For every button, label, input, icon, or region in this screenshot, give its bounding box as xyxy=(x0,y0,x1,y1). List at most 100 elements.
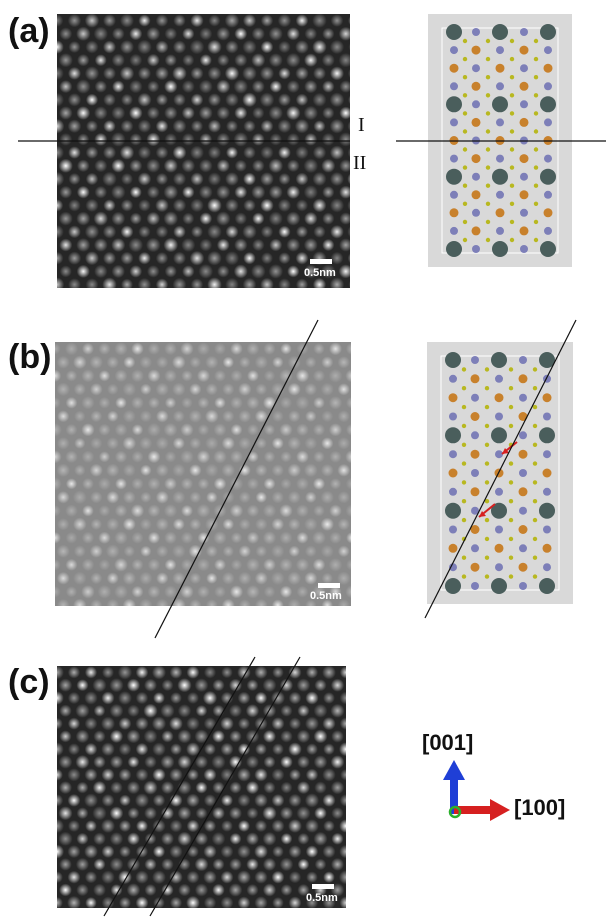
atom-column xyxy=(89,544,103,558)
model-atom-small xyxy=(532,367,538,372)
model-atom-small xyxy=(532,499,538,504)
atom-column xyxy=(348,16,350,26)
atom-column xyxy=(323,692,335,704)
atom-column xyxy=(230,532,243,544)
atom-column xyxy=(205,355,219,369)
model-atom xyxy=(495,487,503,496)
atom-column xyxy=(106,356,119,369)
atom-column xyxy=(169,845,183,859)
atom-column xyxy=(76,211,91,226)
atom-column xyxy=(287,463,302,478)
atom-column xyxy=(295,395,310,410)
atom-column xyxy=(271,491,284,504)
model-atom-small xyxy=(462,75,468,80)
atom-column xyxy=(57,118,65,134)
atom-column xyxy=(112,27,125,41)
atom-column xyxy=(153,692,165,704)
model-atom xyxy=(519,190,529,200)
atom-column xyxy=(288,819,302,833)
atom-column xyxy=(234,185,248,199)
atom-column xyxy=(288,742,302,756)
atom-column xyxy=(77,133,90,146)
atom-column xyxy=(221,794,233,807)
atom-column xyxy=(135,691,149,705)
atom-column xyxy=(131,585,144,598)
atom-column xyxy=(170,743,182,756)
model-atom-small xyxy=(484,555,490,560)
atom-column xyxy=(151,716,167,731)
atom-column xyxy=(216,26,231,41)
atom-column xyxy=(280,478,292,490)
atom-column xyxy=(304,211,318,226)
atom-column xyxy=(177,704,192,718)
model-atom xyxy=(472,28,480,36)
model-atom xyxy=(540,168,556,185)
model-atom-small xyxy=(508,404,514,410)
atom-column xyxy=(182,212,195,225)
atom-column xyxy=(55,369,62,382)
atom-column xyxy=(229,806,242,820)
atom-column xyxy=(206,491,218,503)
model-atom-small xyxy=(462,93,468,98)
atom-column xyxy=(57,491,70,504)
atom-column xyxy=(212,883,225,897)
atom-column xyxy=(109,729,124,743)
atom-column xyxy=(321,437,334,450)
model-atom-small xyxy=(462,201,468,206)
atom-column xyxy=(345,369,351,383)
atom-column xyxy=(203,819,217,833)
atom-column xyxy=(57,437,70,450)
atom-column xyxy=(230,369,243,382)
atom-column xyxy=(115,477,127,490)
atom-column xyxy=(243,252,256,265)
model-atom xyxy=(450,46,458,55)
atom-column xyxy=(238,409,252,423)
model-atom xyxy=(519,544,527,553)
atom-column xyxy=(220,742,234,756)
atom-column xyxy=(106,572,119,585)
model-atom xyxy=(520,245,528,253)
atom-column xyxy=(55,586,61,598)
atom-column xyxy=(203,717,217,730)
atom-column xyxy=(101,716,115,731)
atom-column xyxy=(191,225,203,238)
atom-column xyxy=(129,212,142,225)
atom-column xyxy=(207,224,222,240)
atom-column xyxy=(262,831,277,846)
atom-column xyxy=(163,158,178,173)
atom-column xyxy=(345,504,351,518)
atom-column xyxy=(144,755,157,769)
region-label-upper: I xyxy=(358,114,365,136)
model-atom xyxy=(518,449,528,459)
atom-column xyxy=(338,132,350,147)
atom-column xyxy=(314,806,327,820)
atom-column xyxy=(169,870,183,884)
atom-column xyxy=(138,199,151,212)
atom-column xyxy=(109,832,124,846)
atom-column xyxy=(233,132,249,147)
atom-column xyxy=(348,43,350,51)
atom-column xyxy=(57,768,63,781)
model-atom xyxy=(519,81,529,91)
atom-column xyxy=(76,26,91,41)
atom-column xyxy=(148,396,160,409)
atom-column xyxy=(330,780,345,795)
atom-column xyxy=(268,105,283,121)
atom-column xyxy=(216,159,230,173)
atom-column xyxy=(321,158,336,173)
model-atom xyxy=(543,374,551,383)
atom-column xyxy=(234,159,247,172)
model-atom xyxy=(448,468,458,478)
atom-column xyxy=(329,118,345,134)
atom-column xyxy=(296,504,309,518)
atom-column xyxy=(131,342,144,356)
atom-column xyxy=(172,544,186,559)
atom-column xyxy=(163,504,178,518)
model-atom-small xyxy=(462,165,468,170)
model-atom-small xyxy=(462,183,468,188)
atom-column xyxy=(278,146,291,160)
atom-column xyxy=(65,586,78,598)
atom-column xyxy=(140,464,152,476)
model-atom xyxy=(519,45,529,55)
atom-column xyxy=(155,119,169,133)
